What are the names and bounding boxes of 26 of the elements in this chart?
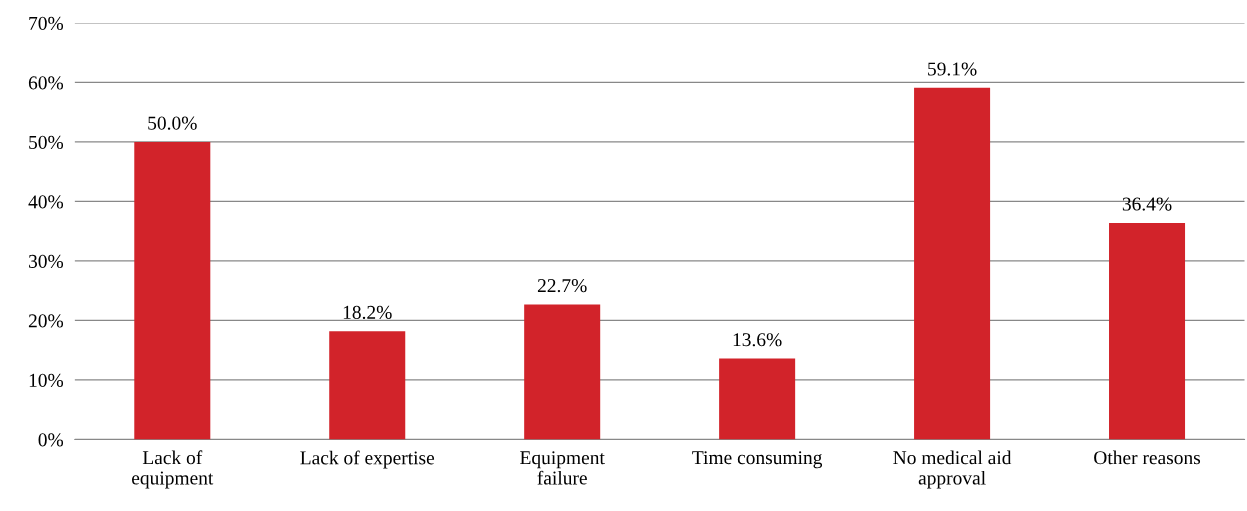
y-tick-label: 60% [28, 76, 64, 90]
bar [719, 358, 796, 440]
data-label: 18.2% [343, 305, 392, 319]
data-label: 36.4% [1122, 197, 1172, 211]
y-tick-label: 50% [29, 135, 64, 149]
data-label: 22.7% [537, 279, 587, 293]
y-tick-label: 10% [29, 373, 64, 387]
bar [524, 304, 601, 440]
x-tick-label: No medical aid approval [893, 450, 1012, 489]
x-tick-label: Time consuming [692, 451, 823, 469]
y-tick-label: 30% [29, 254, 64, 268]
x-tick-label: Lack of expertise [300, 450, 435, 469]
bar [329, 331, 406, 440]
bar [134, 141, 211, 440]
data-label: 59.1% [928, 62, 977, 76]
x-tick-label: Equipment failure [520, 451, 605, 485]
bar [914, 87, 991, 440]
data-label: 13.6% [733, 333, 782, 347]
bar [1109, 222, 1186, 440]
data-label: 50.0% [148, 116, 197, 130]
y-tick-label: 70% [29, 16, 64, 30]
x-tick-label: Lack of equipment [132, 450, 214, 489]
y-tick-label: 40% [28, 195, 64, 209]
y-tick-label: 0% [38, 433, 64, 447]
x-tick-label: Other reasons [1094, 450, 1201, 465]
y-tick-label: 20% [28, 314, 64, 328]
